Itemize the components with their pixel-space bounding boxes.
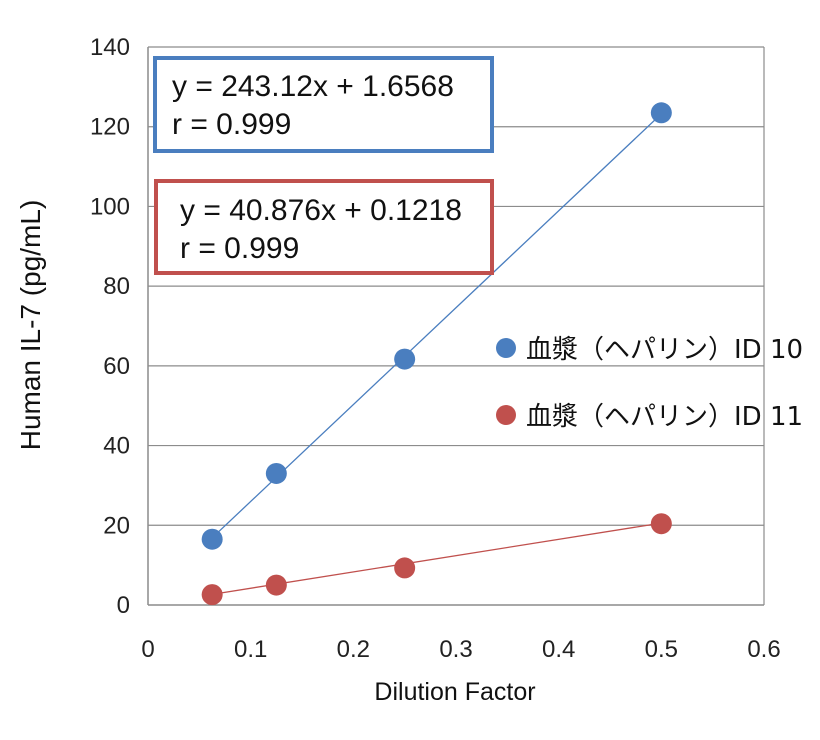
y-tick-label: 120 (90, 114, 130, 141)
y-tick-label: 60 (103, 353, 130, 380)
equation-id10: y = 243.12x + 1.6568 (172, 70, 454, 103)
legend-marker-id10 (496, 338, 516, 358)
x-tick-label: 0.4 (542, 636, 575, 663)
y-tick-label: 100 (90, 193, 130, 220)
data-point-series-0 (650, 102, 672, 124)
x-tick-label: 0.6 (747, 636, 780, 663)
x-tick-label: 0.3 (439, 636, 472, 663)
y-tick-label: 140 (90, 34, 130, 61)
legend-label-id10: 血漿（ヘパリン）ID 10 (526, 335, 803, 365)
equation-id11: y = 40.876x + 0.1218 (180, 194, 462, 227)
axes (147, 47, 764, 606)
data-point-series-1 (201, 584, 223, 606)
data-point-series-1 (394, 557, 416, 579)
y-tick-label: 20 (103, 512, 130, 539)
x-tick-label: 0.2 (337, 636, 370, 663)
x-tick-labels: 0 0.1 0.2 0.3 0.4 0.5 0.6 (141, 636, 780, 663)
r-value-id11: r = 0.999 (180, 232, 299, 265)
y-axis-title: Human IL-7 (pg/mL) (15, 200, 46, 451)
trendline-series-1 (212, 522, 662, 595)
x-tick-label: 0 (141, 636, 154, 663)
legend-label-id11: 血漿（ヘパリン）ID 11 (526, 402, 803, 432)
r-value-id10: r = 0.999 (172, 108, 291, 141)
data-point-series-0 (265, 462, 287, 484)
data-points (201, 102, 672, 606)
legend: 血漿（ヘパリン）ID 10 血漿（ヘパリン）ID 11 (496, 335, 803, 432)
equation-box-id10: y = 243.12x + 1.6568 r = 0.999 (153, 56, 494, 153)
data-point-series-0 (394, 348, 416, 370)
trendlines (211, 113, 662, 595)
trendline-series-0 (211, 113, 662, 539)
legend-marker-id11 (496, 405, 516, 425)
y-tick-label: 0 (117, 592, 130, 619)
x-tick-label: 0.1 (234, 636, 267, 663)
equation-box-id11: y = 40.876x + 0.1218 r = 0.999 (154, 179, 494, 275)
data-point-series-0 (201, 528, 223, 550)
data-point-series-1 (650, 513, 672, 535)
x-axis-title: Dilution Factor (374, 678, 535, 706)
y-tick-labels: 0 20 40 60 80 100 120 140 (90, 34, 130, 619)
y-tick-label: 40 (103, 433, 130, 460)
y-tick-label: 80 (103, 273, 130, 300)
data-point-series-1 (265, 574, 287, 596)
x-tick-label: 0.5 (645, 636, 678, 663)
